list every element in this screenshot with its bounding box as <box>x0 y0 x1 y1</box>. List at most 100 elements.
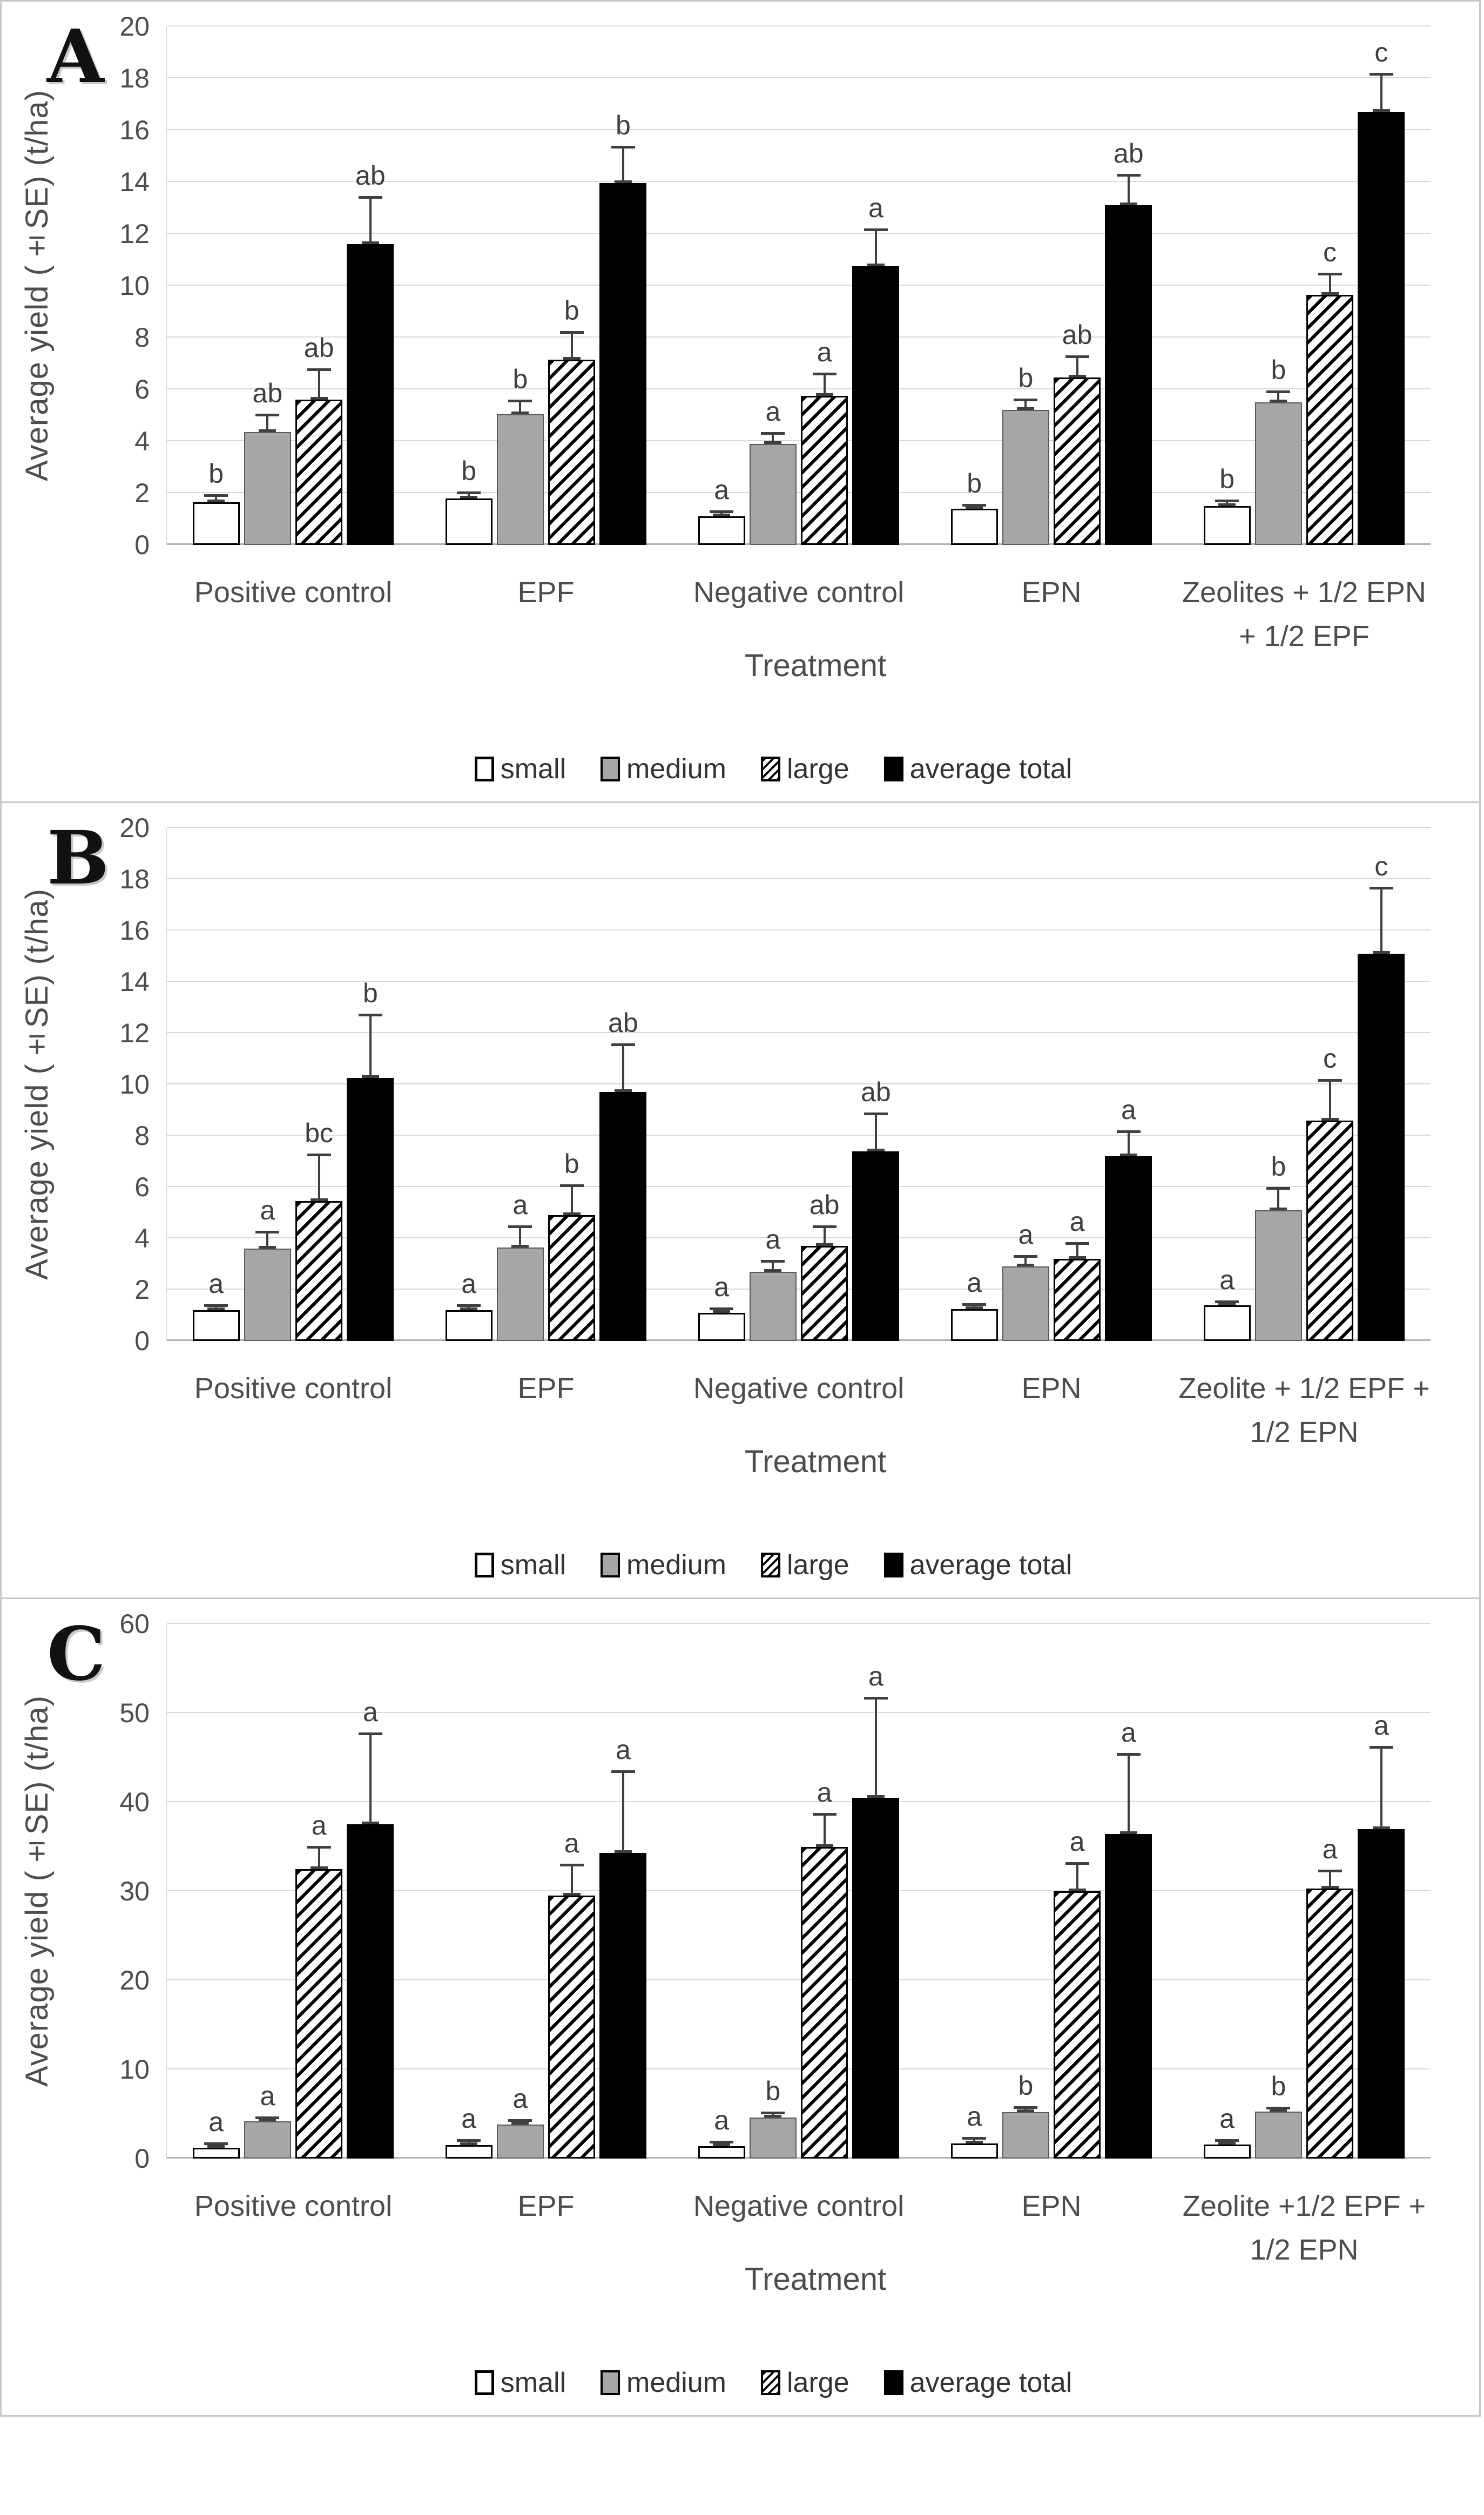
significance-letter-small-1: a <box>461 1269 477 1299</box>
error-bar-cap-small-1 <box>457 491 481 495</box>
y-tick-label: 16 <box>119 115 150 145</box>
panel-C: C Average yield (±SE) (t/ha) 0 10 20 30 40 50 60… <box>2 1599 1479 2415</box>
legend-label-small: small <box>500 1549 566 1581</box>
error-bar-cap-large-0 <box>307 1845 331 1849</box>
error-bar-lower-cap-small-0 <box>207 2145 225 2148</box>
error-bar-large-2 <box>823 1815 826 1847</box>
panel-B: B Average yield (±SE) (t/ha) 0 2 4 6 8 10 12 14 16… <box>2 803 1479 1599</box>
y-axis-ticks: 0 10 20 30 40 50 60 <box>75 1610 166 2172</box>
significance-letter-large-1: a <box>564 1828 579 1858</box>
error-bar-lower-cap-medium-3 <box>1017 407 1035 410</box>
bar-medium-0 <box>244 432 292 545</box>
bar-medium-3 <box>1002 2112 1050 2159</box>
gridline <box>167 1289 1431 1290</box>
legend-label-medium: medium <box>626 753 726 785</box>
significance-letter-medium-4: b <box>1271 2071 1286 2102</box>
bar-medium-2 <box>749 443 797 545</box>
error-bar-cap-large-4 <box>1318 272 1342 275</box>
error-bar-total-3 <box>1127 1756 1130 1835</box>
gridline <box>167 1801 1431 1802</box>
error-bar-large-0 <box>318 1156 320 1202</box>
y-tick-label: 50 <box>119 1698 150 1728</box>
error-bar-lower-cap-medium-0 <box>259 2118 276 2121</box>
bar-medium-3 <box>1002 410 1050 545</box>
y-tick-label: 0 <box>134 2143 150 2174</box>
y-tick-label: 60 <box>119 1609 150 1639</box>
significance-letter-large-0: bc <box>305 1118 334 1148</box>
significance-letter-large-4: a <box>1322 1834 1338 1865</box>
category-label-1: EPF <box>517 576 575 609</box>
y-tick-label: 18 <box>119 63 150 93</box>
y-tick-label: 10 <box>119 2054 150 2085</box>
legend-label-medium: medium <box>626 1549 726 1581</box>
error-bar-cap-large-3 <box>1065 355 1089 359</box>
error-bar-lower-cap-small-1 <box>460 2142 478 2146</box>
significance-letter-large-1: b <box>564 295 579 326</box>
error-bar-large-3 <box>1076 358 1078 378</box>
y-tick-label: 20 <box>119 11 150 42</box>
legend-marker-small-icon <box>474 1553 494 1577</box>
legend-label-medium: medium <box>626 2367 726 2398</box>
error-bar-total-1 <box>622 1046 624 1093</box>
significance-letter-total-4: a <box>1373 1710 1389 1741</box>
error-bar-cap-small-0 <box>204 494 228 497</box>
figure-yield-bar-charts: A Average yield (±SE) (t/ha) 0 2 4 6 8 10 12 14 16… <box>0 0 1481 2417</box>
y-tick-label: 30 <box>119 1876 150 1906</box>
error-bar-cap-large-2 <box>812 1225 837 1228</box>
error-bar-lower-cap-total-0 <box>361 241 379 245</box>
error-bar-lower-cap-small-4 <box>1218 1302 1236 1305</box>
bar-small-2 <box>698 1312 745 1341</box>
y-tick-label: 2 <box>134 1275 150 1305</box>
error-bar-medium-0 <box>266 416 269 433</box>
legend-item-small: small <box>474 2366 566 2399</box>
gridline <box>167 878 1431 879</box>
error-bar-cap-medium-2 <box>761 432 785 435</box>
error-bar-cap-medium-1 <box>508 2119 532 2122</box>
error-bar-cap-total-1 <box>611 1770 635 1773</box>
bar-medium-4 <box>1254 1210 1303 1341</box>
legend-label-small: small <box>500 753 566 785</box>
significance-letter-medium-2: a <box>765 396 781 427</box>
error-bar-lower-cap-medium-1 <box>511 411 529 414</box>
y-tick-label: 4 <box>134 1223 150 1253</box>
error-bar-lower-cap-total-0 <box>361 1822 379 1825</box>
significance-letter-medium-0: a <box>260 2080 275 2111</box>
panel-A: A Average yield (±SE) (t/ha) 0 2 4 6 8 10 12 14 16… <box>2 2 1479 803</box>
legend-label-total: average total <box>909 753 1072 785</box>
legend-item-medium: medium <box>601 2366 726 2399</box>
error-bar-lower-cap-total-4 <box>1372 109 1390 112</box>
error-bar-cap-medium-4 <box>1266 390 1291 394</box>
significance-letter-medium-4: b <box>1271 1151 1286 1182</box>
legend-marker-medium-icon <box>601 757 620 781</box>
error-bar-cap-medium-3 <box>1014 1255 1038 1258</box>
significance-letter-total-1: a <box>615 1734 631 1765</box>
error-bar-cap-medium-3 <box>1014 398 1038 401</box>
bar-large-0 <box>295 1201 343 1341</box>
bar-large-2 <box>800 1846 848 2159</box>
category-label-2: Negative control <box>693 2190 905 2222</box>
significance-letter-small-4: a <box>1219 1264 1235 1295</box>
bar-total-3 <box>1105 205 1152 545</box>
significance-letter-small-4: a <box>1219 2103 1235 2134</box>
error-bar-cap-small-4 <box>1215 1300 1239 1303</box>
significance-letter-small-0: a <box>208 2107 224 2138</box>
category-label-1: EPF <box>517 2190 575 2222</box>
error-bar-lower-cap-total-1 <box>614 1089 632 1093</box>
error-bar-cap-large-3 <box>1065 1242 1089 1245</box>
bar-large-3 <box>1053 1259 1101 1341</box>
significance-letter-large-2: a <box>817 336 832 367</box>
bar-medium-1 <box>496 414 544 545</box>
bar-total-2 <box>852 266 900 545</box>
chart-row: Average yield (±SE) (t/ha) 0 2 4 6 8 10 12 14 16 1… <box>11 814 1465 1448</box>
y-axis-title: Average yield (±SE) (t/ha) <box>19 1695 55 2087</box>
error-bar-cap-medium-0 <box>255 2116 280 2119</box>
error-bar-total-3 <box>1127 177 1130 206</box>
error-bar-lower-cap-large-1 <box>563 1212 581 1216</box>
error-bar-lower-cap-large-1 <box>563 1893 581 1896</box>
significance-letter-large-3: a <box>1069 1826 1085 1857</box>
error-bar-medium-2 <box>772 1263 774 1272</box>
error-bar-lower-cap-total-4 <box>1372 950 1390 954</box>
gridline <box>167 2068 1431 2069</box>
error-bar-large-2 <box>823 1228 826 1246</box>
error-bar-lower-cap-small-2 <box>713 1310 731 1313</box>
